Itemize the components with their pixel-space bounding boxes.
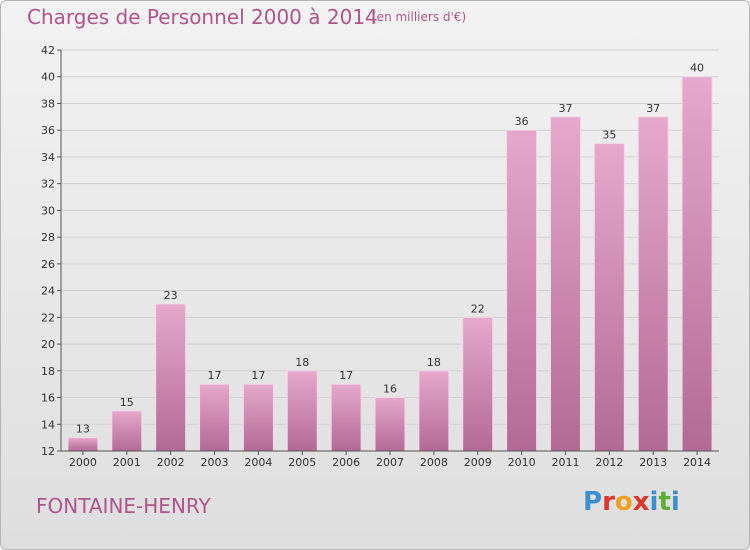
x-tick-label: 2003 [201,456,229,469]
bar-2010 [506,129,538,452]
bar-2002 [155,303,187,452]
x-tick-label: 2005 [288,456,316,469]
data-label: 15 [120,396,134,409]
x-tick-label: 2010 [508,456,536,469]
data-label: 40 [690,62,704,75]
logo-letter: i [670,487,680,517]
bar-2008 [418,370,450,452]
proxiti-logo[interactable]: Proxiti [583,487,680,517]
data-label: 18 [295,356,309,369]
x-tick-label: 2004 [244,456,272,469]
data-label: 37 [646,102,660,115]
data-label: 16 [383,383,397,396]
y-tick-label: 28 [41,231,55,244]
bar-2007 [374,397,406,452]
bar-2009 [462,316,494,452]
x-tick-label: 2009 [464,456,492,469]
x-tick-label: 2011 [551,456,579,469]
data-label: 36 [515,115,529,128]
data-label: 35 [602,129,616,142]
y-tick-label: 20 [41,338,55,351]
y-tick-label: 40 [41,71,55,84]
y-tick-label: 30 [41,204,55,217]
x-tick-label: 2012 [595,456,623,469]
bar-2004 [242,383,274,452]
data-label: 22 [471,302,485,315]
bar-2001 [111,410,143,452]
bar-2006 [330,383,362,452]
logo-letter: P [583,487,603,517]
bar-2014 [681,76,713,452]
logo-letter: t [658,487,671,517]
x-tick-label: 2006 [332,456,360,469]
x-tick-label: 2002 [157,456,185,469]
y-tick-label: 16 [41,392,55,405]
data-label: 17 [251,369,265,382]
y-tick-label: 38 [41,97,55,110]
data-label: 17 [339,369,353,382]
y-tick-label: 14 [41,418,55,431]
x-tick-label: 2008 [420,456,448,469]
y-tick-label: 42 [41,44,55,57]
y-tick-label: 36 [41,124,55,137]
logo-letter: r [602,487,615,517]
chart-subtitle: (en milliers d'€) [372,10,467,24]
data-label: 37 [558,102,572,115]
commune-name: FONTAINE-HENRY [36,494,211,518]
x-tick-label: 2007 [376,456,404,469]
bar-2000 [67,437,99,452]
y-tick-label: 34 [41,151,55,164]
bar-2005 [286,370,318,452]
y-tick-label: 18 [41,365,55,378]
data-label: 17 [208,369,222,382]
y-tick-label: 26 [41,258,55,271]
bar-2012 [593,143,625,452]
x-tick-label: 2001 [113,456,141,469]
x-tick-label: 2013 [639,456,667,469]
data-label: 18 [427,356,441,369]
bar-2011 [549,116,581,452]
chart-title: Charges de Personnel 2000 à 2014 [27,5,378,29]
bar-2013 [637,116,669,452]
y-tick-label: 12 [41,445,55,458]
y-tick-label: 32 [41,178,55,191]
bar-2003 [199,383,231,452]
x-tick-label: 2000 [69,456,97,469]
logo-letter: x [632,487,650,517]
y-tick-label: 24 [41,285,55,298]
data-label: 23 [164,289,178,302]
x-tick-label: 2014 [683,456,711,469]
y-tick-label: 22 [41,311,55,324]
data-label: 13 [76,423,90,436]
logo-letter: i [649,487,659,517]
logo-letter: o [614,487,633,517]
